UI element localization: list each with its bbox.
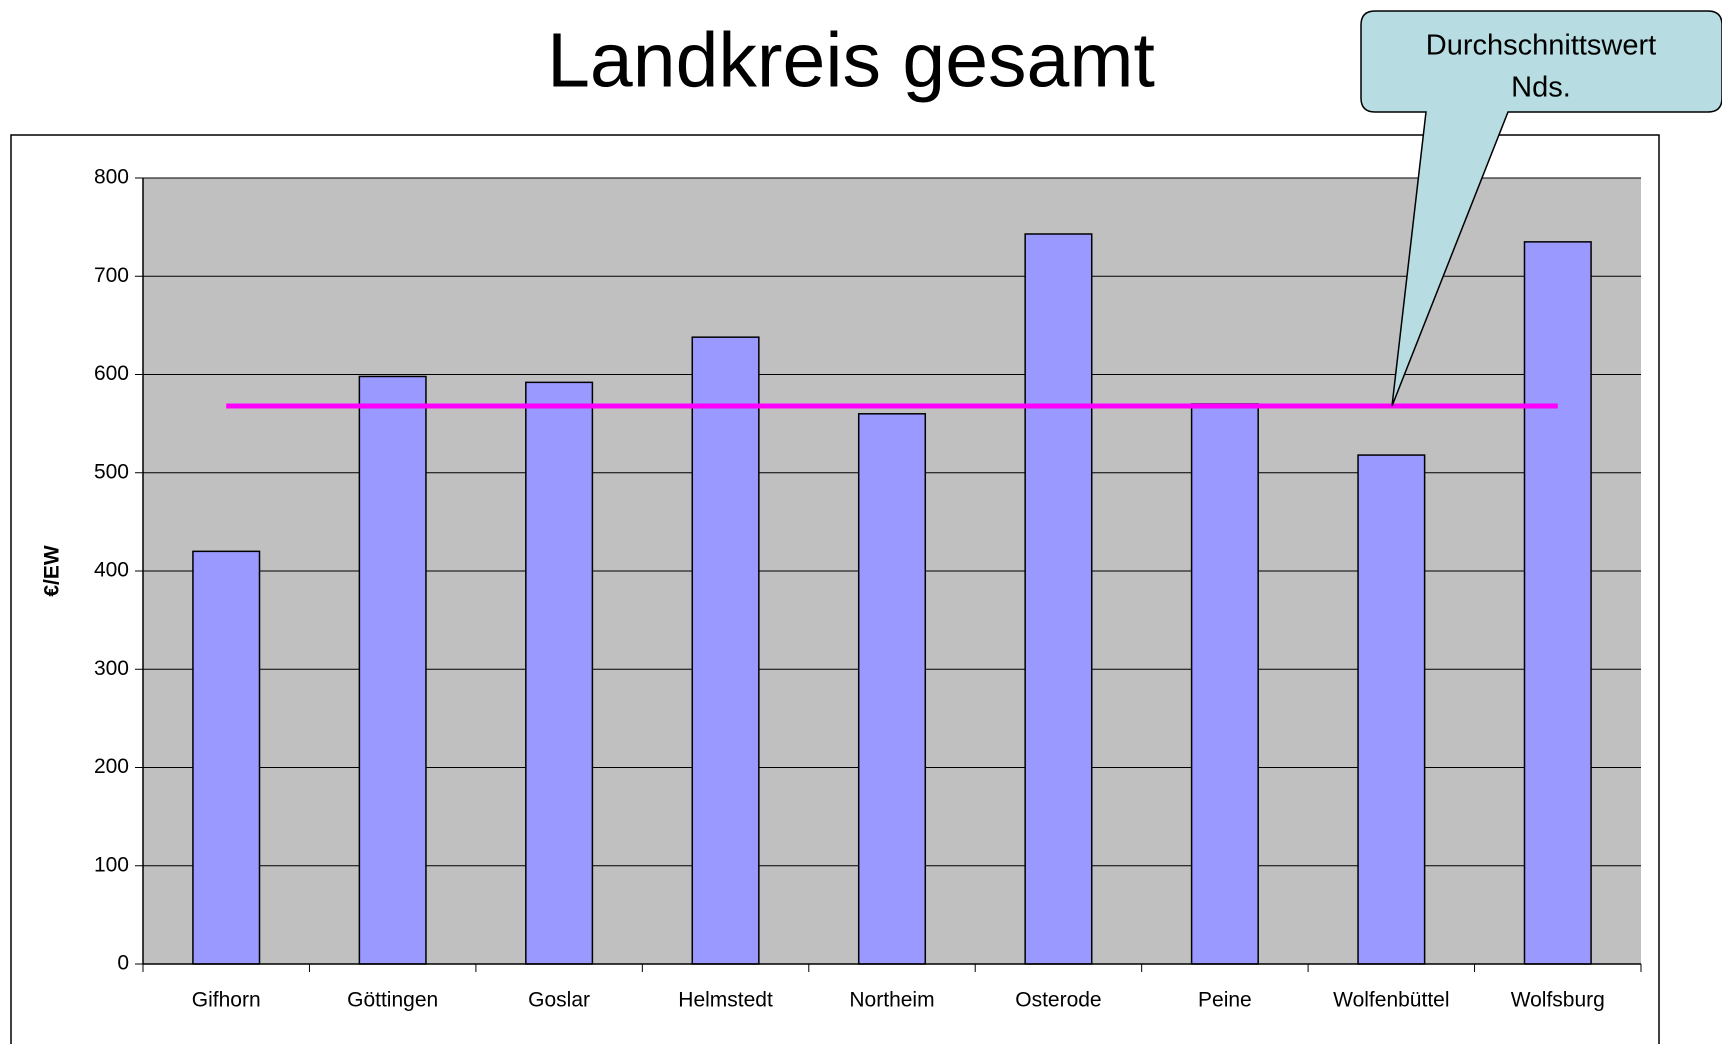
bar bbox=[1024, 233, 1093, 965]
bar bbox=[525, 381, 594, 965]
y-tick-label: 800 bbox=[94, 166, 129, 189]
y-tick-label: 0 bbox=[117, 952, 129, 975]
x-tick-label: Wolfsburg bbox=[1511, 989, 1605, 1012]
y-tick-label: 500 bbox=[94, 460, 129, 483]
bar bbox=[857, 413, 927, 965]
x-tick-label: Osterode bbox=[1015, 989, 1101, 1012]
bar bbox=[691, 336, 760, 965]
y-tick-label: 700 bbox=[94, 264, 129, 287]
y-tick-label: 200 bbox=[94, 755, 129, 778]
y-tick-label: 100 bbox=[94, 853, 129, 876]
callout bbox=[1360, 10, 1722, 407]
x-tick-label: Peine bbox=[1198, 989, 1252, 1012]
bar bbox=[192, 550, 261, 965]
bar bbox=[1190, 403, 1259, 965]
x-tick-label: Helmstedt bbox=[678, 989, 773, 1012]
y-tick-label: 600 bbox=[94, 362, 129, 385]
x-tick-label: Göttingen bbox=[347, 989, 438, 1012]
x-tick-label: Wolfenbüttel bbox=[1333, 989, 1449, 1012]
y-tick-label: 400 bbox=[94, 559, 129, 582]
callout-text: Durchschnittswert bbox=[1426, 30, 1656, 62]
x-tick-label: Gifhorn bbox=[192, 989, 261, 1012]
y-axis-label: €/EW bbox=[41, 545, 64, 597]
bar bbox=[1523, 241, 1592, 965]
chart-title: Landkreis gesamt bbox=[547, 17, 1155, 103]
callout-text: Nds. bbox=[1511, 72, 1571, 104]
bar bbox=[1357, 454, 1426, 965]
y-tick-label: 300 bbox=[94, 657, 129, 680]
bar bbox=[358, 375, 427, 965]
x-tick-label: Goslar bbox=[528, 989, 590, 1012]
x-tick-label: Northeim bbox=[849, 989, 934, 1012]
